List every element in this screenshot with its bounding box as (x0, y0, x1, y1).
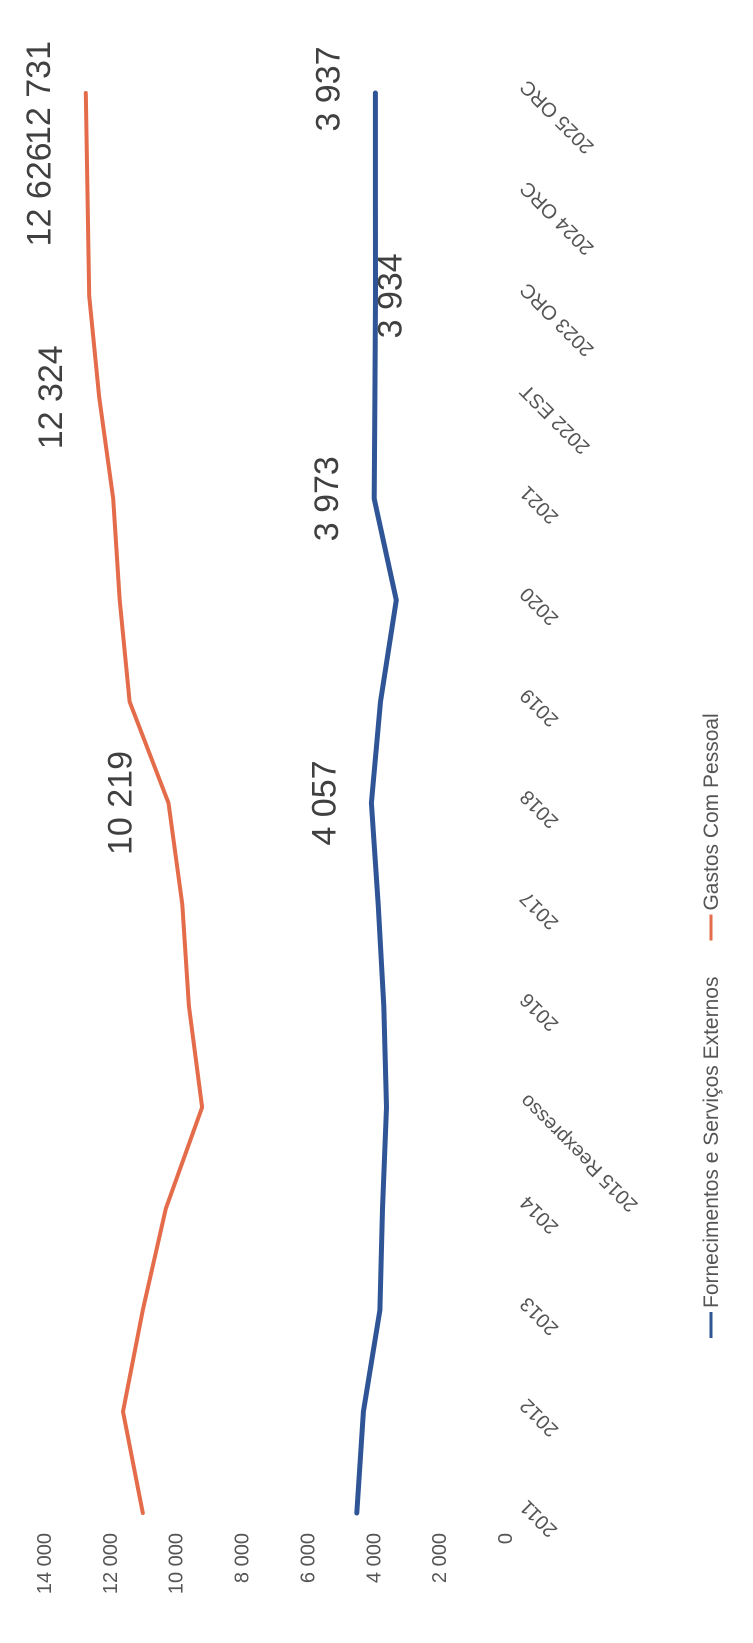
data-label: 3 934 (371, 253, 409, 338)
series-layer (83, 90, 399, 1516)
series-line-fornecimentos (354, 90, 399, 1516)
data-label: 3 937 (309, 46, 347, 131)
x-tick-label: 2022 EST (516, 380, 594, 458)
legend-label: Gastos Com Pessoal (700, 713, 723, 910)
data-label: 12 731 (20, 41, 58, 145)
legend: Fornecimentos e Serviços Externos Gastos … (700, 713, 723, 1338)
y-tick-label: 10 000 (166, 1533, 188, 1594)
x-tick-label: 2018 (516, 785, 563, 832)
x-tick-label: 2016 (516, 988, 563, 1035)
x-tick-label: 2023 ORC (516, 278, 598, 360)
y-tick-label: 4 000 (363, 1533, 385, 1583)
x-tick-label: 2011 (516, 1495, 562, 1541)
x-tick-label: 2014 (516, 1191, 563, 1238)
data-label: 4 057 (305, 760, 343, 845)
y-tick-label: 12 000 (100, 1533, 122, 1594)
x-tick-label: 2021 (516, 481, 563, 528)
x-tick-label: 2017 (516, 887, 563, 934)
x-tick-label: 2013 (516, 1293, 563, 1340)
x-tick-label: 2019 (516, 684, 563, 731)
x-tick-label: 2012 (516, 1394, 563, 1441)
x-tick-label: 2025 ORC (516, 75, 598, 157)
y-tick-label: 2 000 (429, 1533, 451, 1583)
legend-label: Fornecimentos e Serviços Externos (700, 977, 723, 1308)
y-tick-label: 8 000 (232, 1533, 254, 1583)
series-line-gastos-pessoal (83, 91, 205, 1515)
y-tick-label: 6 000 (297, 1533, 319, 1583)
y-tick-label: 0 (495, 1533, 517, 1544)
data-label: 12 626 (20, 142, 58, 246)
x-tick-label: 2024 ORC (516, 177, 598, 259)
data-labels: 4 057 3 973 3 934 3 937 10 219 12 324 12 62612… (20, 41, 410, 855)
data-label: 10 219 (102, 751, 140, 855)
y-tick-label: 14 000 (34, 1533, 56, 1594)
data-label: 12 324 (32, 345, 70, 449)
x-tick-label: 2020 (516, 583, 563, 630)
y-axis: 0 2 000 4 000 6 000 8 000 10 000 12 000 14 000 (34, 1533, 517, 1594)
data-label: 3 973 (308, 456, 346, 541)
